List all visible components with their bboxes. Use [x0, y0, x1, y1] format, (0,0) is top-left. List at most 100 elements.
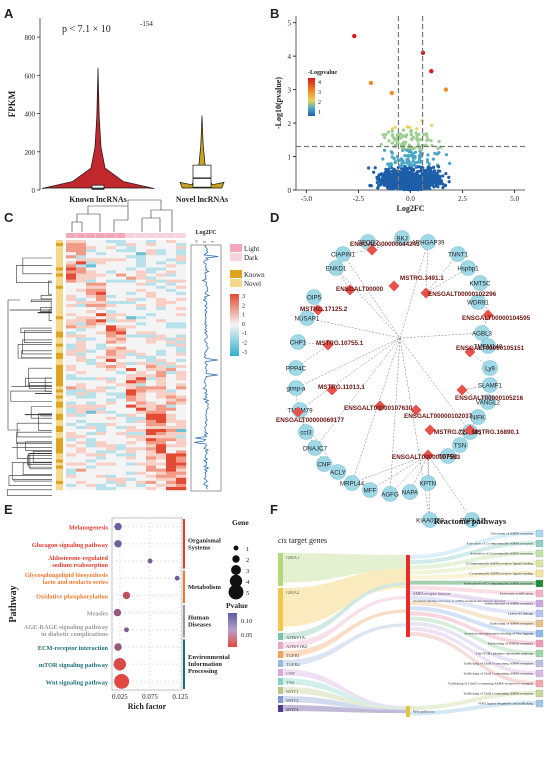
d-edge — [399, 241, 429, 339]
f-left-node — [278, 553, 283, 586]
f-flow — [410, 626, 536, 675]
b-x-tick-label: -2.5 — [353, 195, 365, 203]
c-cell — [116, 471, 127, 475]
b-point — [415, 127, 419, 131]
c-cell — [166, 380, 177, 384]
e-group-label-line: Processing — [188, 668, 218, 675]
c-row-annotation — [56, 316, 63, 320]
c-cell — [86, 304, 97, 308]
c-row-annotation — [56, 368, 63, 372]
d-lncrna-node — [420, 287, 432, 299]
f-right-node-label: Activation of Ca-impermeable AMPA recept… — [466, 542, 533, 546]
c-cell — [136, 471, 147, 475]
f-left-node — [278, 687, 283, 694]
c-cell — [156, 307, 167, 311]
c-cell — [86, 349, 97, 354]
c-row-annotation — [56, 465, 63, 469]
c-cell — [146, 456, 157, 460]
d-mrna-label: BKJ — [396, 236, 407, 243]
c-cell — [76, 343, 87, 347]
a-y-tick-label: 800 — [25, 34, 36, 42]
c-cell — [66, 361, 77, 366]
b-point — [398, 132, 402, 136]
c-cell — [156, 282, 167, 286]
c-cell — [146, 398, 157, 402]
c-cell — [106, 328, 117, 332]
c-cell — [86, 325, 97, 329]
c-cell — [96, 419, 107, 424]
c-cell — [76, 331, 87, 335]
c-cell — [156, 276, 167, 280]
b-point — [384, 132, 388, 136]
c-cell — [156, 352, 167, 357]
c-cell — [156, 450, 167, 454]
f-flow — [410, 621, 536, 665]
c-cell — [96, 304, 107, 308]
c-cell — [66, 459, 77, 463]
c-cell — [106, 252, 117, 256]
c-row-annotation — [56, 407, 63, 411]
e-size-legend-value: 2 — [246, 557, 249, 564]
c-cell — [136, 261, 147, 265]
c-cell — [116, 432, 127, 436]
b-point — [424, 182, 428, 187]
c-cell — [116, 450, 127, 454]
b-point — [411, 135, 415, 139]
c-cell — [126, 365, 137, 369]
f-right-node — [535, 609, 544, 618]
c-cell — [136, 480, 147, 485]
c-cell — [76, 325, 87, 329]
c-cell — [146, 313, 157, 317]
c-cell — [96, 337, 107, 341]
b-highlight-point — [368, 80, 374, 86]
b-y-axis-label: -Log10(pvalue) — [274, 77, 283, 129]
c-cell — [66, 258, 77, 262]
c-cell — [166, 304, 177, 308]
c-cell — [156, 279, 167, 283]
c-cell — [166, 349, 177, 354]
e-group-label-line: Systems — [188, 544, 211, 551]
c-cell — [76, 483, 87, 488]
b-point — [392, 177, 396, 181]
c-cell — [176, 325, 187, 329]
c-dendrogram-branch — [30, 406, 52, 419]
d-mrna-label: AGBL3 — [472, 331, 493, 338]
c-cell — [126, 416, 137, 421]
b-point — [405, 154, 409, 158]
c-cell — [146, 450, 157, 454]
c-track-tick: 3 — [210, 241, 215, 243]
c-cell — [136, 304, 147, 308]
c-cell — [96, 468, 107, 472]
panel-label-c: C — [4, 210, 14, 225]
c-cell — [116, 255, 127, 259]
c-cell — [146, 413, 157, 418]
f-right-node — [535, 689, 544, 698]
c-color-scale-tick: -3 — [242, 350, 247, 356]
c-cell — [66, 444, 77, 448]
c-cell — [136, 243, 147, 247]
c-cell — [86, 365, 97, 369]
c-cell — [116, 386, 127, 390]
f-flow — [283, 687, 406, 712]
c-cell — [156, 459, 167, 463]
e-bubble — [174, 575, 180, 581]
c-cell — [66, 429, 77, 433]
c-cell — [166, 429, 177, 433]
c-cell — [176, 462, 187, 466]
c-cell — [66, 340, 77, 344]
c-cell — [126, 465, 137, 469]
a-y-tick-label: 200 — [25, 149, 36, 157]
c-cell — [116, 419, 127, 424]
c-cell — [86, 462, 97, 466]
c-row-annotation — [56, 422, 63, 427]
c-cell — [146, 474, 157, 479]
c-cell — [166, 307, 177, 311]
f-right-node — [535, 549, 544, 558]
e-bubble — [147, 558, 153, 564]
c-cell — [116, 389, 127, 393]
c-cell — [66, 349, 77, 354]
e-color-legend-bar — [228, 613, 237, 647]
a-box — [91, 184, 105, 190]
c-cell — [76, 337, 87, 341]
c-cell — [176, 297, 187, 302]
